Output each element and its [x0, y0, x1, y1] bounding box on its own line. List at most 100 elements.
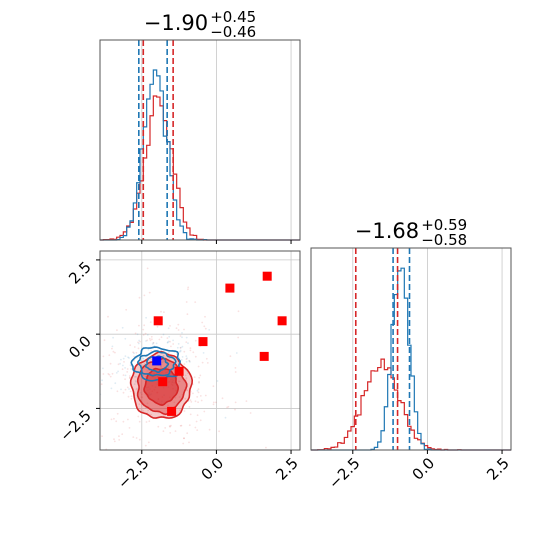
sample-dot — [179, 346, 182, 349]
sample-dot — [128, 375, 131, 377]
sample-dot — [200, 399, 203, 402]
sample-dot — [157, 425, 160, 428]
sample-dot — [188, 406, 191, 408]
sample-dot — [163, 311, 165, 313]
sample-dot — [245, 400, 248, 402]
sample-dot — [111, 372, 114, 375]
sample-dot — [122, 364, 124, 367]
sample-dot — [144, 332, 147, 335]
sample-dot — [192, 351, 195, 354]
sample-dot — [115, 420, 118, 423]
y-tick-label-1: 0.0 — [65, 332, 95, 362]
red-marker-3 — [153, 316, 163, 326]
sample-dot — [181, 332, 183, 334]
sample-dot — [177, 323, 180, 326]
sample-dot — [124, 388, 127, 391]
sample-dot — [175, 327, 178, 330]
sample-dot — [177, 380, 180, 383]
sample-dot — [178, 380, 181, 383]
sample-dot — [179, 349, 182, 352]
sample-dot — [237, 336, 240, 339]
sample-dot — [146, 334, 149, 336]
sample-dot — [174, 430, 177, 432]
sample-dot — [183, 437, 185, 440]
x-tick-label-1: 0.0 — [198, 454, 228, 484]
x-tick-label-2: 2.5 — [483, 454, 513, 484]
sample-dot — [117, 363, 120, 366]
sample-dot — [204, 394, 207, 397]
sample-dot — [181, 345, 184, 348]
sample-dot — [185, 377, 188, 380]
sample-dot — [216, 380, 219, 382]
sample-dot — [162, 359, 165, 362]
sample-dot — [119, 362, 121, 365]
sample-dot — [121, 433, 124, 436]
sample-dot — [147, 348, 150, 351]
sample-dot — [135, 437, 138, 439]
sample-dot — [204, 327, 207, 330]
sample-dot — [138, 438, 141, 441]
sample-dot — [168, 335, 171, 338]
sample-dot — [152, 342, 155, 344]
joint-sample-dots — [99, 267, 267, 451]
sample-dot — [189, 349, 192, 352]
sample-dot — [110, 387, 113, 390]
x1-histogram-grid — [352, 248, 503, 450]
sample-dot — [133, 355, 136, 358]
sample-dot — [118, 439, 121, 441]
sample-dot — [129, 364, 132, 367]
sample-dot — [187, 286, 190, 289]
sample-dot — [101, 379, 103, 382]
sample-dot — [179, 409, 181, 412]
sample-dot — [167, 327, 170, 330]
sample-dot — [134, 379, 137, 382]
x1-histogram-ticks: −2.5 0.0 2.5 — [325, 450, 513, 493]
sample-dot — [116, 412, 119, 415]
sample-dot — [162, 333, 165, 336]
sample-dot — [186, 389, 189, 392]
sample-dot — [132, 436, 135, 438]
sample-dot — [133, 346, 136, 348]
sample-dot — [177, 343, 180, 345]
sample-dot — [132, 351, 135, 354]
sample-dot — [113, 440, 116, 443]
blue-contours — [130, 346, 181, 382]
sample-dot — [137, 347, 140, 350]
sample-dot — [234, 371, 237, 373]
sample-dot — [149, 339, 152, 342]
sample-dot — [147, 409, 150, 412]
sample-dot — [152, 342, 155, 344]
sample-dot — [175, 353, 178, 355]
sample-dot — [170, 424, 172, 427]
sample-dot — [249, 412, 252, 414]
sample-dot — [234, 408, 236, 411]
sample-dot — [125, 308, 128, 311]
sample-dot — [185, 358, 188, 361]
sample-dot — [203, 325, 206, 328]
sample-dot — [161, 361, 164, 363]
sample-dot — [184, 374, 187, 377]
sample-dot — [181, 336, 183, 339]
sample-dot — [201, 361, 204, 364]
sample-dot — [218, 430, 221, 433]
sample-dot — [203, 410, 206, 413]
sample-dot — [127, 356, 129, 359]
sample-dot — [180, 359, 183, 361]
sample-dot — [199, 395, 202, 397]
x-tick-label-0: −2.5 — [325, 454, 363, 492]
joint-frame — [99, 250, 301, 451]
sample-dot — [122, 374, 125, 376]
sample-dot — [141, 396, 144, 399]
sample-dot — [135, 351, 138, 354]
sample-dot — [136, 333, 139, 336]
sample-dot — [124, 378, 126, 381]
sample-dot — [142, 334, 145, 336]
sample-dot — [201, 321, 204, 324]
sample-dot — [206, 362, 209, 364]
sample-dot — [174, 396, 177, 399]
sample-dot — [198, 380, 200, 383]
sample-dot — [160, 366, 162, 368]
x0-histogram-panel: −1.90 +0.45 −0.46 — [99, 8, 301, 244]
sample-dot — [100, 383, 103, 386]
sample-dot — [135, 375, 137, 378]
